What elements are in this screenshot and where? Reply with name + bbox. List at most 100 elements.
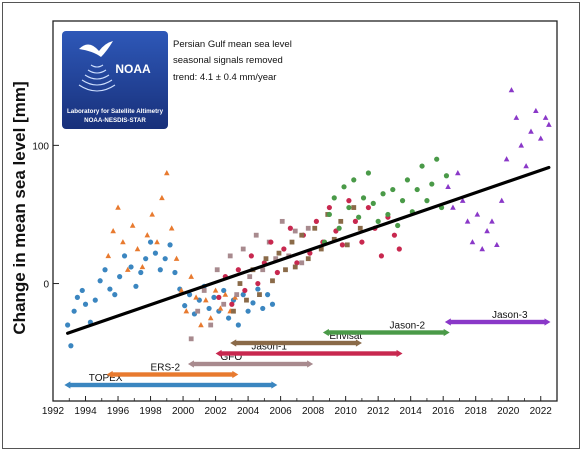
mission-bar-start-arrow xyxy=(444,318,451,326)
mission-label-jason-3: Jason-3 xyxy=(492,310,528,321)
data-point-topex xyxy=(265,292,271,298)
data-point-jason-3 xyxy=(503,156,510,162)
data-point-jason-1 xyxy=(339,242,345,248)
data-point-topex xyxy=(206,305,212,312)
data-point-ers-2 xyxy=(168,225,175,231)
data-point-topex xyxy=(121,253,128,259)
bird-icon xyxy=(79,41,113,57)
data-point-ers-2 xyxy=(188,273,194,279)
noaa-logo: NOAA Laboratory for Satellite Altimetry … xyxy=(62,31,168,129)
logo-name: NOAA xyxy=(115,62,151,76)
data-point-topex xyxy=(147,239,154,245)
data-point-topex xyxy=(133,283,139,289)
data-point-jason-3 xyxy=(450,204,456,210)
mission-bar-jason-1 xyxy=(219,351,399,356)
data-point-jason-3 xyxy=(459,197,466,203)
x-tick-label: 2008 xyxy=(302,406,325,417)
chart-frame: Change in mean sea level [mm] 1992 1994 19… xyxy=(2,2,580,449)
data-point-ers-2 xyxy=(193,294,199,300)
data-point-jason-1 xyxy=(294,260,300,266)
data-point-topex xyxy=(221,287,227,294)
data-point-jason-3 xyxy=(479,246,486,252)
data-point-jason-3 xyxy=(469,239,476,245)
data-point-jason-2 xyxy=(365,170,372,176)
data-point-gfo xyxy=(214,267,220,273)
mission-bar-ers-2 xyxy=(110,372,235,377)
mission-label-jason-1: Jason-1 xyxy=(251,342,287,353)
data-point-jason-2 xyxy=(414,186,420,193)
data-point-ers-2 xyxy=(120,239,126,245)
data-point-topex xyxy=(152,250,159,256)
data-point-ers-2 xyxy=(178,287,185,293)
data-point-topex xyxy=(250,300,256,306)
data-point-jason-3 xyxy=(533,107,539,114)
mission-label-topex: TOPEX xyxy=(89,373,123,384)
data-point-topex xyxy=(68,343,74,349)
data-point-jason-3 xyxy=(445,183,451,190)
data-point-topex xyxy=(71,308,77,314)
data-point-jason-2 xyxy=(326,211,332,218)
data-point-topex xyxy=(269,301,276,307)
data-point-envisat xyxy=(305,256,311,262)
mission-bar-start-arrow xyxy=(322,328,329,337)
data-point-jason-3 xyxy=(489,218,495,224)
data-point-topex xyxy=(143,256,149,262)
data-point-ers-2 xyxy=(183,308,190,314)
data-point-gfo xyxy=(195,308,201,314)
data-point-jason-2 xyxy=(395,222,401,229)
data-point-jason-1 xyxy=(378,253,385,259)
data-point-jason-2 xyxy=(351,177,357,183)
data-point-jason-1 xyxy=(242,287,248,294)
data-point-gfo xyxy=(305,225,311,231)
data-point-ers-2 xyxy=(154,239,160,245)
data-point-ers-2 xyxy=(149,211,155,217)
data-point-envisat xyxy=(244,297,249,303)
data-point-ers-2 xyxy=(159,194,165,201)
data-point-topex xyxy=(245,308,251,314)
data-point-gfo xyxy=(221,301,227,307)
data-point-jason-1 xyxy=(352,218,358,224)
data-point-jason-1 xyxy=(216,294,222,300)
logo-line1: Laboratory for Satellite Altimetry xyxy=(67,108,164,115)
data-point-envisat xyxy=(257,292,262,297)
data-point-jason-3 xyxy=(518,142,525,148)
data-point-topex xyxy=(82,301,89,307)
data-point-topex xyxy=(97,278,103,284)
data-point-jason-2 xyxy=(380,191,386,197)
data-point-topex xyxy=(260,305,266,312)
data-point-jason-1 xyxy=(346,198,352,204)
annotation-line-1: Persian Gulf mean sea level xyxy=(173,39,292,50)
data-point-jason-3 xyxy=(498,197,505,203)
data-point-topex xyxy=(240,292,246,298)
data-point-jason-1 xyxy=(326,204,332,211)
data-point-ers-2 xyxy=(139,263,146,270)
data-point-envisat xyxy=(237,281,243,286)
data-point-jason-3 xyxy=(523,163,529,169)
data-point-jason-3 xyxy=(474,211,481,217)
data-point-jason-1 xyxy=(255,280,261,287)
data-point-jason-3 xyxy=(464,218,471,224)
x-tick-label: 2014 xyxy=(400,406,423,417)
data-point-envisat xyxy=(299,232,305,238)
data-point-ers-2 xyxy=(144,232,151,238)
data-point-jason-2 xyxy=(356,214,362,220)
mission-label-ers-2: ERS-2 xyxy=(151,363,181,374)
y-tick-label: 100 xyxy=(32,141,49,152)
trend-line xyxy=(66,165,551,335)
data-point-envisat xyxy=(289,239,295,245)
data-point-jason-2 xyxy=(429,181,435,187)
mission-bar-topex xyxy=(68,382,274,388)
data-point-topex xyxy=(167,242,173,248)
data-point-gfo xyxy=(260,267,266,273)
mission-bar-gfo xyxy=(191,361,310,367)
data-point-gfo xyxy=(227,253,233,259)
data-point-jason-2 xyxy=(424,198,430,204)
data-point-jason-2 xyxy=(336,225,342,231)
mission-bar-end-arrow xyxy=(544,318,551,326)
x-tick-label: 2010 xyxy=(335,406,358,417)
data-point-envisat xyxy=(270,278,275,284)
data-point-envisat xyxy=(231,308,236,314)
data-point-topex xyxy=(172,269,178,276)
data-point-envisat xyxy=(318,246,324,252)
data-point-jason-2 xyxy=(331,195,337,201)
